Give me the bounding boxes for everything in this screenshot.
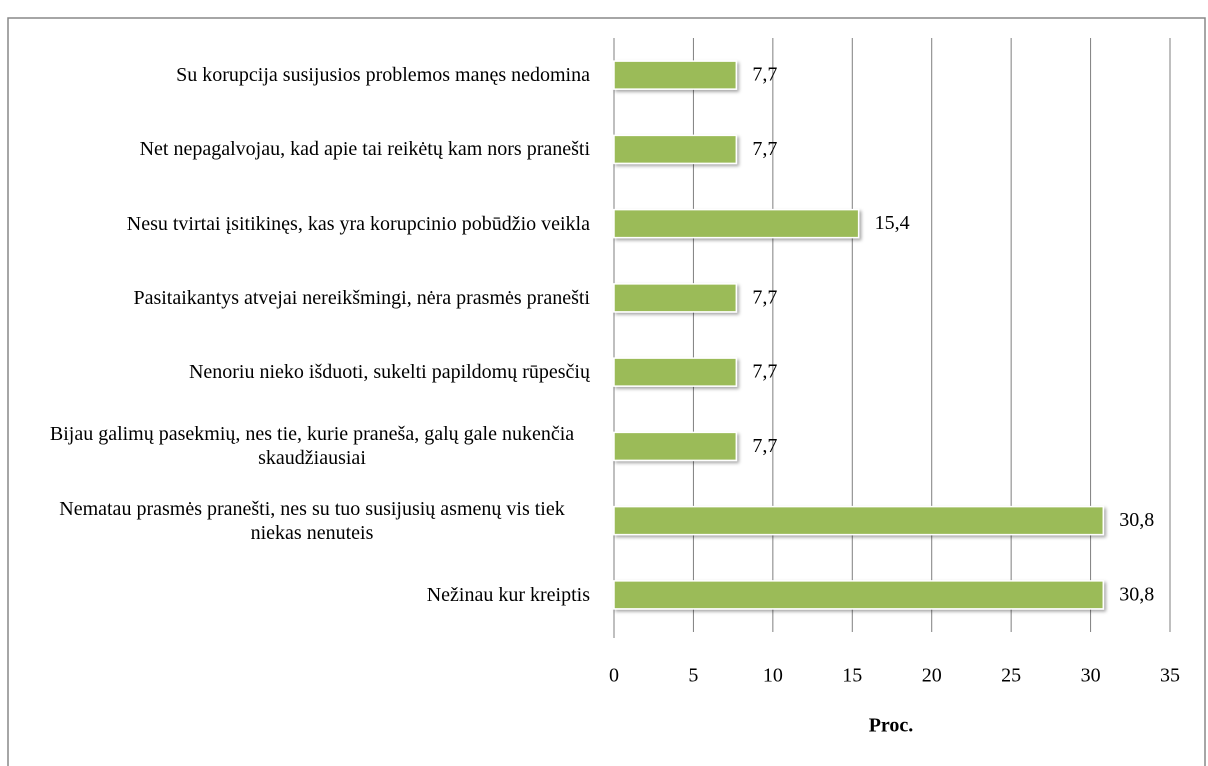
bar [613,357,738,387]
category-label-box: Nesu tvirtai įsitikinęs, kas yra korupci… [127,212,590,236]
value-label: 15,4 [875,212,910,234]
x-tick-label: 20 [922,665,942,687]
x-tick-label: 30 [1081,665,1101,687]
category-label-box: Nematau prasmės pranešti, nes su tuo sus… [34,497,590,545]
y-tick-label: Nematau prasmės pranešti, nes su tuo sus… [59,497,565,544]
value-label: 7,7 [752,138,777,160]
y-tick-label: Su korupcija susijusios problemos manęs … [176,64,590,87]
y-tick-label: Net nepagalvojau, kad apie tai reikėtų k… [139,138,590,161]
x-tick-label: 5 [688,665,698,687]
bar [613,208,860,239]
category-label-box: Bijau galimų pasekmių, nes tie, kurie pr… [34,422,590,470]
bar [613,580,1105,610]
bar [613,283,738,313]
x-tick-label: 10 [763,665,783,687]
category-label-box: Nežinau kur kreiptis [427,583,590,607]
y-tick-label: Nežinau kur kreiptis [426,583,590,606]
bar [613,505,1105,536]
y-tick-label: Bijau galimų pasekmių, nes tie, kurie pr… [49,423,575,470]
x-tick-label: 35 [1160,665,1180,687]
category-label-box: Su korupcija susijusios problemos manęs … [176,63,590,87]
category-label-box: Nenoriu nieko išduoti, sukelti papildomų… [189,360,590,384]
frame [7,17,1206,766]
bar [613,134,738,165]
x-axis-title: Proc. [869,715,914,737]
value-label: 30,8 [1119,583,1154,605]
x-tick-label: 0 [609,665,619,687]
value-label: 7,7 [752,286,777,308]
y-tick-label: Pasitaikantys atvejai nereikšmingi, nėra… [133,286,590,309]
value-label: 30,8 [1119,509,1154,531]
y-tick-label: Nesu tvirtai įsitikinęs, kas yra korupci… [126,212,590,235]
value-label: 7,7 [752,435,777,457]
x-tick-label: 25 [1001,665,1021,687]
y-tick-label: Nenoriu nieko išduoti, sukelti papildomų… [188,361,590,384]
value-label: 7,7 [752,64,777,86]
bar [613,60,738,90]
category-label-box: Net nepagalvojau, kad apie tai reikėtų k… [140,137,590,161]
bar [613,431,738,462]
category-label-box: Pasitaikantys atvejai nereikšmingi, nėra… [133,286,590,310]
value-label: 7,7 [752,361,777,383]
x-tick-label: 15 [842,665,862,687]
